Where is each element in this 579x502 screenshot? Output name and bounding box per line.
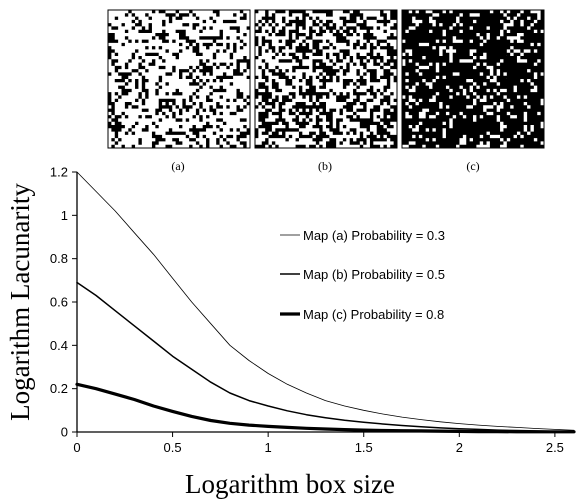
legend-label-1: Map (b) Probability = 0.5 bbox=[303, 267, 445, 282]
map-a-image bbox=[107, 9, 251, 149]
x-tick-label: 0.5 bbox=[164, 440, 182, 455]
y-tick-label: 0.2 bbox=[50, 381, 68, 396]
map-b-image bbox=[254, 9, 398, 149]
map-pixels bbox=[402, 10, 544, 148]
series-line-2 bbox=[75, 382, 576, 434]
map-pixels bbox=[255, 10, 397, 148]
x-tick-label: 1 bbox=[265, 440, 272, 455]
x-tick-label: 0 bbox=[73, 440, 80, 455]
random-maps bbox=[107, 9, 545, 149]
map-pixels bbox=[108, 10, 250, 148]
y-ticks: 0 0.2 0.4 0.6 0.8 1 1.2 bbox=[50, 165, 77, 440]
x-axis-title: Logarithm box size bbox=[185, 469, 395, 499]
y-tick-label: 0 bbox=[61, 425, 68, 440]
plot-axes bbox=[76, 172, 574, 433]
x-ticks: 0 0.5 1 1.5 2 2.5 bbox=[73, 432, 564, 455]
y-tick-label: 0.4 bbox=[50, 338, 68, 353]
map-c-image bbox=[401, 9, 545, 149]
y-tick-label: 1.2 bbox=[50, 165, 68, 180]
y-axis-title: Logarithm Lacunarity bbox=[5, 183, 35, 421]
map-c-label: (c) bbox=[466, 159, 479, 173]
y-tick-label: 0.8 bbox=[50, 251, 68, 266]
x-tick-label: 2.5 bbox=[546, 440, 564, 455]
x-tick-label: 1.5 bbox=[355, 440, 373, 455]
series-lines bbox=[75, 171, 576, 434]
legend: Map (a) Probability = 0.3 Map (b) Probabi… bbox=[280, 228, 445, 322]
x-tick-label: 2 bbox=[456, 440, 463, 455]
series-line-1 bbox=[76, 281, 575, 433]
legend-label-0: Map (a) Probability = 0.3 bbox=[303, 228, 445, 243]
y-tick-label: 0.6 bbox=[50, 295, 68, 310]
map-b-label: (b) bbox=[318, 159, 332, 173]
series-line-0 bbox=[76, 171, 575, 431]
legend-label-2: Map (c) Probability = 0.8 bbox=[303, 307, 444, 322]
y-tick-label: 1 bbox=[61, 208, 68, 223]
map-a-label: (a) bbox=[171, 159, 184, 173]
